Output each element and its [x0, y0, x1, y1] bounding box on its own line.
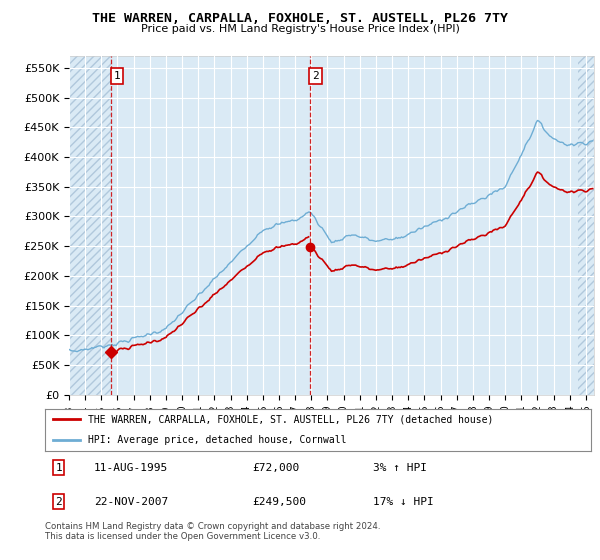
Text: 3% ↑ HPI: 3% ↑ HPI — [373, 463, 427, 473]
Text: THE WARREN, CARPALLA, FOXHOLE, ST. AUSTELL, PL26 7TY (detached house): THE WARREN, CARPALLA, FOXHOLE, ST. AUSTE… — [88, 414, 493, 424]
Text: £249,500: £249,500 — [253, 497, 307, 507]
Text: 22-NOV-2007: 22-NOV-2007 — [94, 497, 169, 507]
Bar — [69, 56, 111, 395]
Text: 11-AUG-1995: 11-AUG-1995 — [94, 463, 169, 473]
Text: 2: 2 — [55, 497, 62, 507]
Text: 1: 1 — [55, 463, 62, 473]
Text: Price paid vs. HM Land Registry's House Price Index (HPI): Price paid vs. HM Land Registry's House … — [140, 24, 460, 34]
Text: £72,000: £72,000 — [253, 463, 300, 473]
Text: 2: 2 — [312, 71, 319, 81]
Text: THE WARREN, CARPALLA, FOXHOLE, ST. AUSTELL, PL26 7TY: THE WARREN, CARPALLA, FOXHOLE, ST. AUSTE… — [92, 12, 508, 25]
Text: HPI: Average price, detached house, Cornwall: HPI: Average price, detached house, Corn… — [88, 435, 346, 445]
Text: Contains HM Land Registry data © Crown copyright and database right 2024.
This d: Contains HM Land Registry data © Crown c… — [45, 522, 380, 542]
Text: 17% ↓ HPI: 17% ↓ HPI — [373, 497, 433, 507]
Text: 1: 1 — [113, 71, 121, 81]
Bar — [578, 56, 594, 395]
